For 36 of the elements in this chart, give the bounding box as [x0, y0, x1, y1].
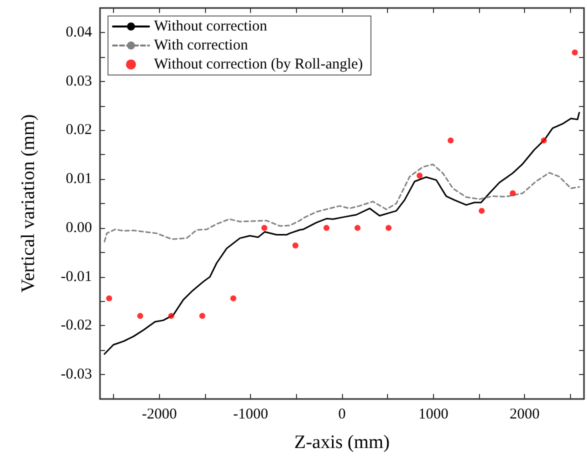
- point: [510, 190, 516, 196]
- y-axis-title: Vertical variation (mm): [18, 114, 39, 293]
- point: [292, 242, 298, 249]
- point: [168, 312, 174, 319]
- y-tick-label: 0.02: [66, 122, 92, 138]
- point: [106, 295, 112, 302]
- point: [323, 224, 330, 231]
- x-tick-label: 0: [338, 406, 346, 422]
- y-tick-label: 0.03: [66, 73, 92, 90]
- point: [540, 137, 547, 144]
- point: [386, 224, 392, 231]
- y-tick-label: 0.04: [66, 24, 92, 40]
- x-tick-label: -1000: [233, 406, 268, 422]
- point: [261, 224, 268, 231]
- y-tick-label: -0.02: [60, 318, 92, 334]
- x-tick-label: 2000: [510, 406, 540, 422]
- point: [448, 137, 454, 144]
- line-series: [104, 164, 580, 242]
- x-tick-label: 1000: [418, 406, 448, 422]
- point: [199, 312, 206, 319]
- point: [572, 49, 578, 56]
- legend-label: Without correction: [154, 18, 268, 34]
- x-axis-title: Z-axis (mm): [294, 432, 390, 453]
- y-tick-label: 0.00: [66, 220, 92, 236]
- y-tick-label: 0.01: [66, 171, 92, 188]
- legend-label: With correction: [154, 38, 248, 54]
- point: [230, 295, 236, 302]
- point: [416, 172, 423, 179]
- line-series: [104, 112, 580, 355]
- point: [137, 312, 144, 319]
- point: [354, 224, 361, 231]
- point: [478, 208, 485, 214]
- y-tick-label: -0.01: [60, 268, 92, 285]
- legend-label: Without correction (by Roll-angle): [154, 56, 363, 72]
- y-tick-label: -0.03: [60, 366, 92, 383]
- x-tick-label: -2000: [142, 406, 177, 422]
